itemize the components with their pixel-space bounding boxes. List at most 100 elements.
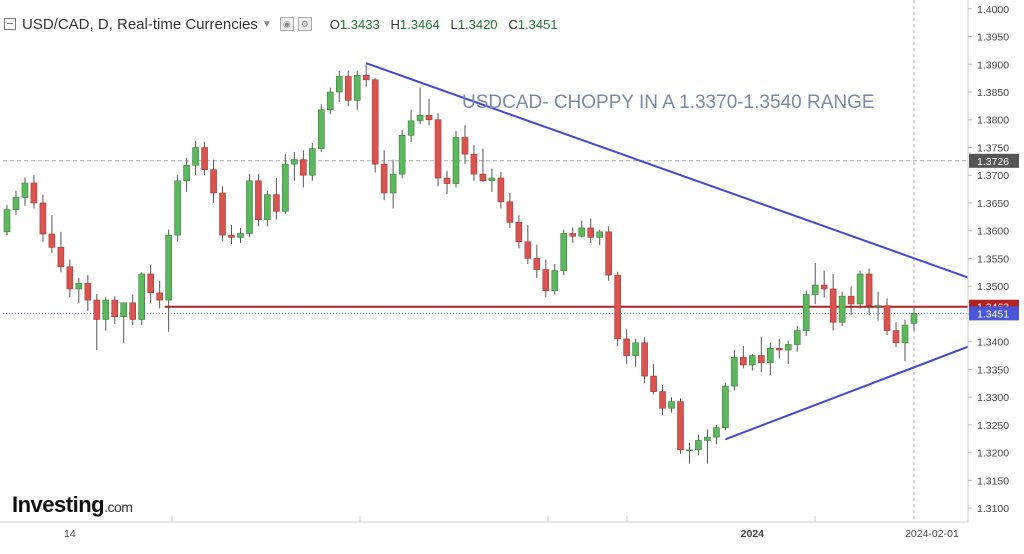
time-label: 2024-02-01: [905, 528, 959, 540]
candle-body: [901, 324, 909, 344]
candle: [758, 337, 765, 373]
candle-body: [793, 330, 801, 345]
close-value: 1.3451: [517, 16, 558, 32]
candle-body: [434, 119, 442, 179]
candle-body: [210, 169, 217, 194]
candle: [416, 87, 424, 125]
time-axis-layer: 14 2024 2024-02-01: [0, 521, 968, 540]
y-tick-label: 1.3150: [977, 475, 1009, 487]
candle: [506, 192, 514, 228]
y-tick-label: 1.3800: [977, 115, 1009, 127]
candle: [470, 144, 478, 181]
y-tick-label: 1.3900: [977, 59, 1009, 71]
candle: [120, 302, 128, 343]
candle: [237, 227, 244, 243]
candle-body: [713, 427, 720, 438]
candle-body: [811, 284, 819, 295]
candle: [641, 337, 648, 384]
candle: [488, 168, 496, 192]
candle: [587, 218, 595, 243]
ohlc-readout: O1.3433 H1.3464 L1.3420 C1.3451: [329, 16, 558, 32]
candle: [39, 194, 47, 242]
y-tick-label: 1.3350: [977, 364, 1009, 376]
candle: [524, 225, 532, 264]
candle: [713, 424, 720, 445]
candle-body: [317, 109, 325, 149]
candle: [704, 429, 711, 464]
candle-body: [587, 227, 595, 238]
y-tick-label: 1.3750: [977, 142, 1009, 154]
candle: [111, 296, 119, 324]
candle-body: [749, 355, 756, 366]
candle-body: [569, 233, 577, 237]
candle-body: [838, 295, 846, 323]
y-tick-label: 1.3200: [977, 448, 1009, 460]
candle-body: [874, 305, 882, 307]
candle: [892, 322, 900, 348]
candle-body: [201, 147, 208, 170]
candle-body: [677, 401, 684, 451]
chevron-down-icon[interactable]: ▼: [261, 18, 272, 30]
candle-body: [165, 234, 172, 301]
time-label: 2024: [741, 528, 765, 540]
price-label: 1.3726: [969, 153, 1019, 168]
candle: [829, 273, 837, 331]
candle: [677, 398, 684, 454]
settings-icon[interactable]: ⚙: [297, 17, 312, 31]
candle-body: [416, 115, 424, 122]
candle: [479, 148, 487, 182]
candle-body: [84, 283, 92, 301]
candle: [533, 244, 541, 278]
candle-body: [183, 164, 190, 182]
candle-body: [129, 302, 137, 320]
candle-body: [228, 234, 235, 238]
candle: [775, 338, 783, 359]
candle: [695, 434, 702, 456]
candle: [255, 174, 262, 227]
candle-body: [120, 302, 128, 318]
candle-body: [865, 273, 873, 306]
candle-body: [820, 284, 828, 290]
candle: [102, 297, 110, 331]
visibility-icon[interactable]: ◉: [279, 17, 294, 31]
candle-body: [892, 330, 900, 344]
y-tick-label: 1.3700: [977, 170, 1009, 182]
candle: [865, 268, 873, 316]
candle: [632, 338, 639, 367]
candle: [793, 326, 801, 352]
candle: [569, 227, 577, 243]
candle-body: [802, 294, 810, 331]
y-tick-label: 1.3550: [977, 253, 1009, 265]
candle: [3, 205, 11, 236]
candle: [93, 293, 101, 350]
candle: [560, 229, 568, 276]
candle: [192, 140, 199, 176]
candle: [228, 225, 235, 245]
candle-body: [560, 233, 568, 271]
candle: [183, 158, 190, 192]
price-axis-background: [968, 0, 1024, 554]
symbol-label[interactable]: USD/CAD, D, Real-time Currencies: [22, 15, 258, 33]
candle-body: [524, 241, 532, 259]
candle: [371, 78, 379, 173]
candle-body: [389, 173, 397, 194]
candle-body: [156, 292, 163, 301]
candle: [84, 275, 92, 312]
candle-body: [300, 159, 307, 176]
chart-title-annotation: USDCAD- CHOPPY IN A 1.3370-1.3540 RANGE: [462, 92, 875, 113]
collapse-icon[interactable]: [4, 18, 16, 30]
candle: [21, 177, 29, 206]
candle-body: [775, 348, 783, 351]
candle: [48, 215, 56, 253]
candle-body: [533, 258, 541, 270]
y-tick-label: 1.3650: [977, 198, 1009, 210]
candle-body: [282, 163, 289, 212]
candle-body: [353, 75, 361, 101]
y-tick-label: 1.3500: [977, 281, 1009, 293]
candle-body: [659, 391, 666, 409]
candle: [784, 340, 792, 364]
candle-body: [57, 247, 65, 268]
candle: [766, 342, 774, 375]
y-tick-label: 1.3100: [977, 503, 1009, 515]
